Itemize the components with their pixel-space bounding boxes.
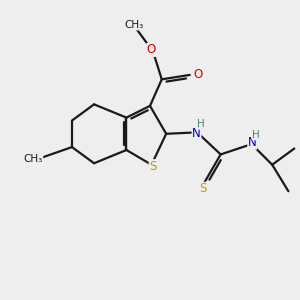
Text: H: H xyxy=(197,119,205,129)
Text: S: S xyxy=(199,182,207,195)
Text: O: O xyxy=(194,68,202,81)
Text: O: O xyxy=(147,44,156,56)
Text: H: H xyxy=(252,130,260,140)
Text: N: N xyxy=(192,127,201,140)
Text: S: S xyxy=(149,160,157,173)
Text: CH₃: CH₃ xyxy=(124,20,143,30)
Text: CH₃: CH₃ xyxy=(23,154,43,164)
Text: N: N xyxy=(248,136,256,149)
